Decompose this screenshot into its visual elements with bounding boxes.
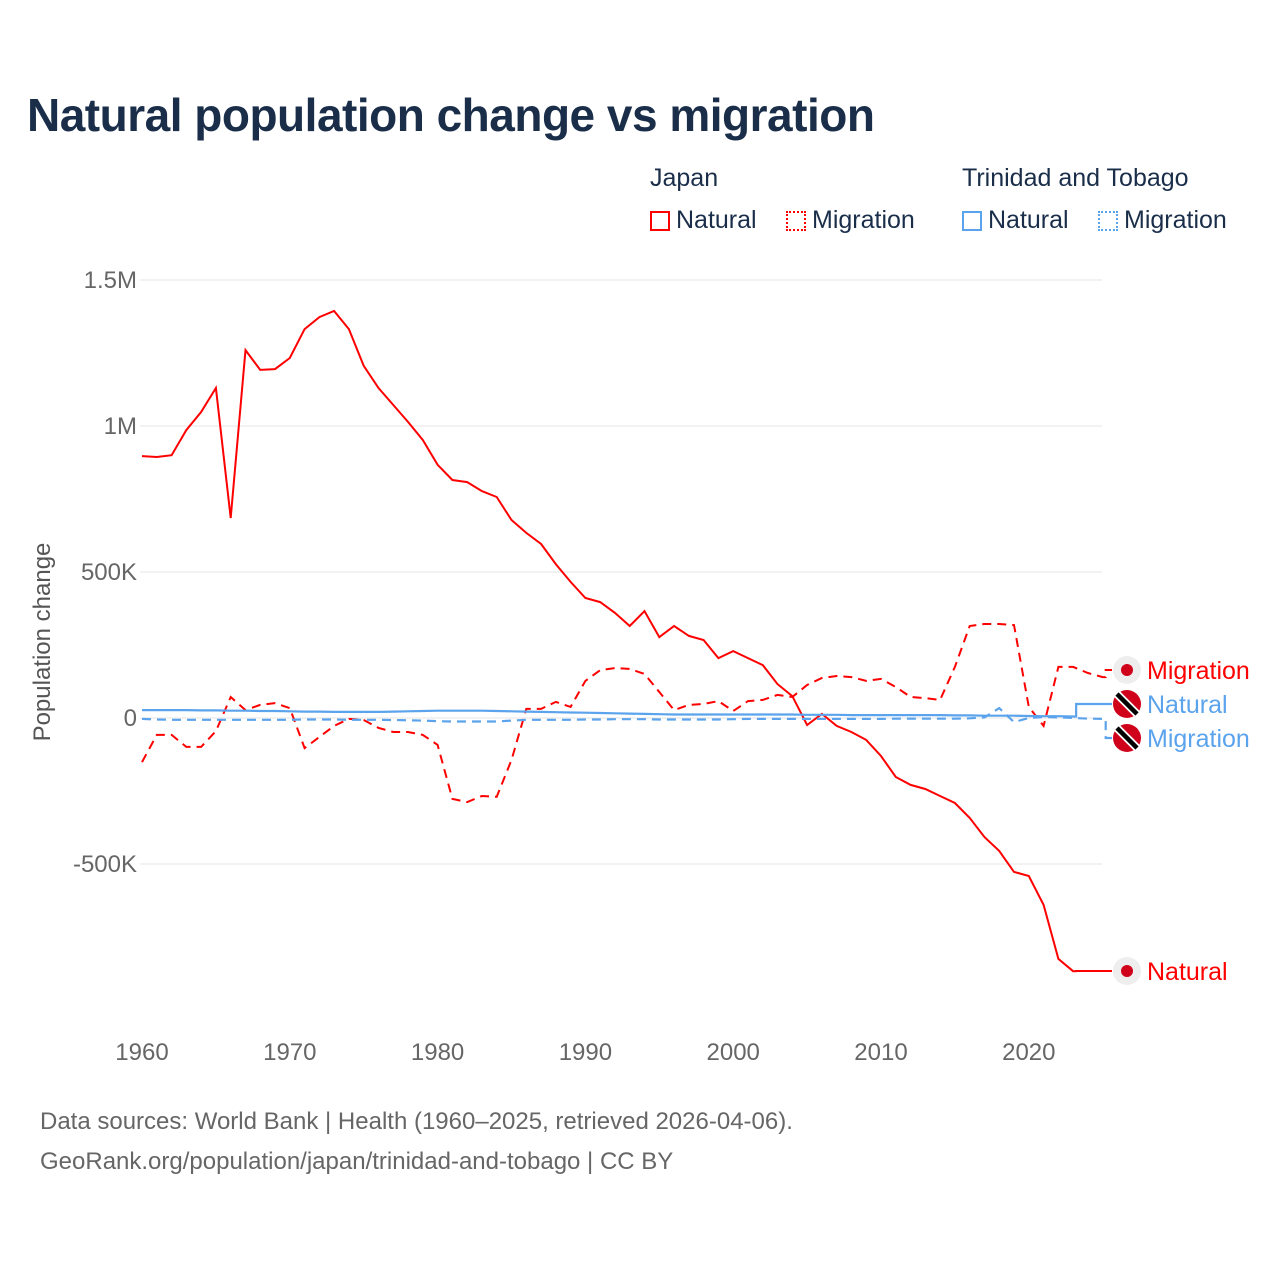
x-tick-label: 1980 <box>411 1039 464 1066</box>
y-axis-label: Population change <box>29 543 56 742</box>
dotted-swatch-icon <box>1098 210 1118 231</box>
solid-swatch-icon <box>650 210 670 231</box>
chart-title: Natural population change vs migration <box>27 89 875 141</box>
flag-stripe <box>1115 726 1139 750</box>
legend-label: Natural <box>988 206 1069 234</box>
legend-group-title: Trinidad and Tobago <box>962 164 1189 192</box>
series-end-label: Migration <box>1147 725 1250 753</box>
trinidad-flag-icon <box>1113 724 1141 752</box>
trinidad-flag-icon <box>1113 690 1141 718</box>
y-tick-label: 1.5M <box>84 267 137 294</box>
dotted-swatch-icon <box>786 210 806 231</box>
legend-item-tt-migration[interactable]: Migration <box>1098 206 1227 235</box>
y-tick-label: -500K <box>73 851 137 878</box>
series-line-trinidad-and-tobago-natural <box>142 702 1112 718</box>
footer-sources: Data sources: World Bank | Health (1960–… <box>40 1108 793 1135</box>
series-end-label: Natural <box>1147 958 1228 986</box>
japan-flag-icon <box>1113 957 1141 985</box>
x-tick-label: 2020 <box>1002 1039 1055 1066</box>
x-tick-label: 2000 <box>707 1039 760 1066</box>
solid-swatch-icon <box>962 210 982 231</box>
legend-item-tt-natural[interactable]: Natural <box>962 206 1069 235</box>
legend-item-japan-migration[interactable]: Migration <box>786 206 915 235</box>
flag-sun <box>1121 664 1133 676</box>
y-tick-label: 500K <box>81 559 137 586</box>
y-tick-label: 0 <box>124 705 137 732</box>
x-tick-label: 1970 <box>263 1039 316 1066</box>
series-end-label: Migration <box>1147 657 1250 685</box>
series-end-label: Natural <box>1147 691 1228 719</box>
y-tick-label: 1M <box>104 413 137 440</box>
footer-link[interactable]: GeoRank.org/population/japan/trinidad-an… <box>40 1148 674 1175</box>
series-line-japan-natural <box>141 309 1112 973</box>
legend-label: Migration <box>812 206 915 234</box>
flag-stripe <box>1115 692 1139 716</box>
legend-label: Natural <box>676 206 757 234</box>
x-tick-label: 1990 <box>559 1039 612 1066</box>
legend-group-japan: Japan Natural Migration <box>650 164 915 234</box>
japan-flag-icon <box>1113 656 1141 684</box>
legend-group-trinidad: Trinidad and Tobago Natural Migration <box>962 164 1227 234</box>
x-tick-label: 1960 <box>115 1039 168 1066</box>
x-tick-label: 2010 <box>854 1039 907 1066</box>
flag-sun <box>1121 965 1133 977</box>
legend-item-japan-natural[interactable]: Natural <box>650 206 757 235</box>
series-line-trinidad-and-tobago-migration <box>141 706 1112 740</box>
legend-label: Migration <box>1124 206 1227 234</box>
legend-group-title: Japan <box>650 164 719 192</box>
